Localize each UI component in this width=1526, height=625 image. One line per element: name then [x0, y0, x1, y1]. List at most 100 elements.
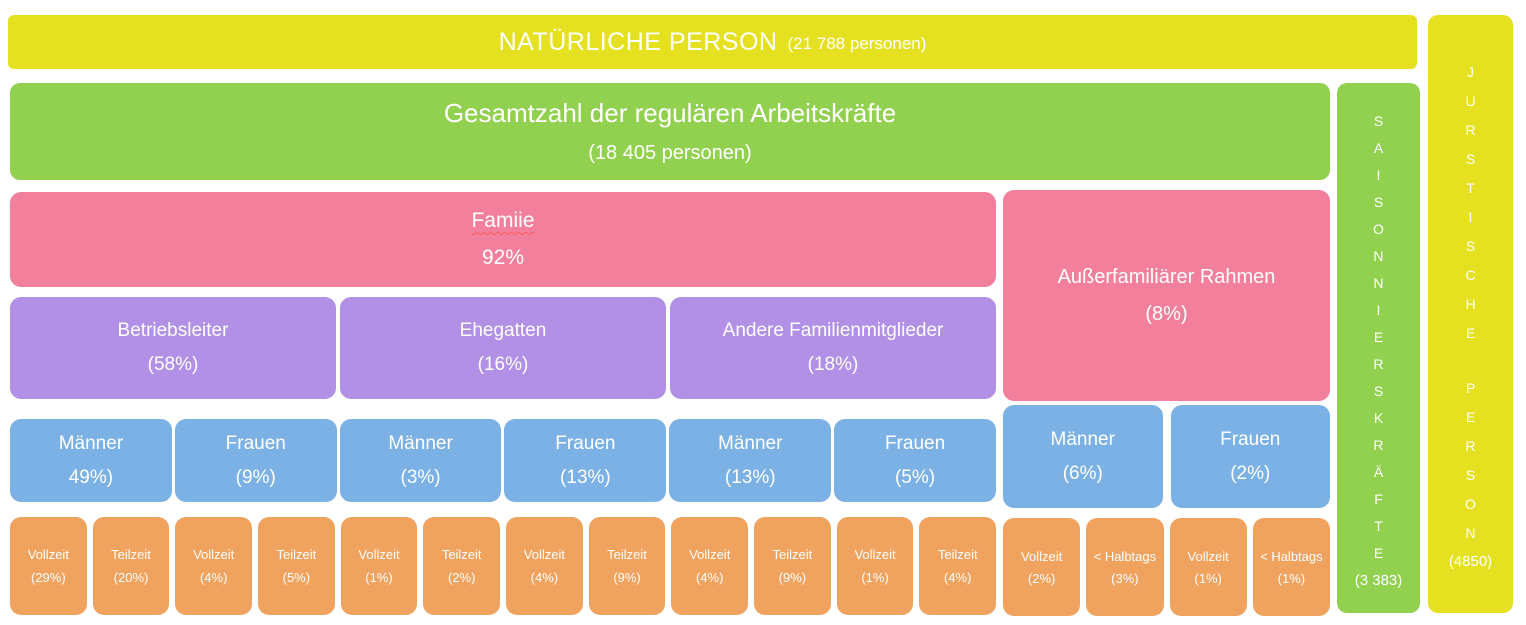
worktime-label: Vollzeit	[854, 547, 896, 562]
worktime-value: (29%)	[30, 570, 66, 585]
gender-label: Frauen	[884, 432, 946, 454]
worktime-value: (4%)	[695, 570, 724, 585]
worktime-value: (1%)	[1277, 570, 1306, 586]
gender-value: 49%)	[68, 466, 114, 488]
worktime-value: (20%)	[113, 570, 149, 585]
regular-workforce-count: (18 405 personen)	[588, 142, 752, 164]
worktime-label: Teilzeit	[937, 547, 978, 562]
gender-box: Männer 49%)	[10, 419, 172, 502]
category-value: (16%)	[477, 354, 529, 375]
gender-box: Frauen (2%)	[1170, 405, 1330, 508]
gender-value: (6%)	[1062, 462, 1103, 484]
seasonal-workers-label: S A I S O N N I E R S K R Ä F T E	[1373, 112, 1384, 561]
worktime-value: (5%)	[282, 570, 311, 585]
gender-box: Männer (13%)	[669, 419, 832, 502]
worktime-label: Teilzeit	[276, 547, 317, 562]
worktime-box: Vollzeit (2%)	[1003, 518, 1081, 616]
worktime-box: Vollzeit (4%)	[671, 517, 749, 615]
legal-person-word1: J U R S T I S C H E	[1465, 64, 1476, 341]
worktime-box: Vollzeit (1%)	[836, 517, 914, 615]
worktime-label: Vollzeit	[523, 547, 565, 562]
gender-value: (9%)	[235, 466, 276, 488]
gender-label: Männer	[58, 432, 124, 454]
category-label: Ehegatten	[459, 320, 547, 341]
worktime-box: Vollzeit (4%)	[175, 517, 253, 615]
worktime-label: < Halbtags	[1093, 548, 1157, 564]
natural-person-count: (21 788 personen)	[787, 33, 927, 53]
worktime-label: Teilzeit	[111, 547, 151, 562]
worktime-box: Teilzeit (5%)	[258, 517, 335, 615]
regular-workforce-bar: Gesamtzahl der regulären Arbeitskräfte (…	[10, 83, 1330, 180]
worktime-box: Vollzeit (29%)	[10, 517, 87, 615]
family-box: Famiie 92%	[10, 192, 996, 287]
worktime-value: (9%)	[613, 570, 641, 585]
gender-box: Frauen (13%)	[504, 419, 667, 502]
gender-value: (2%)	[1230, 462, 1271, 484]
gender-label: Männer	[718, 432, 783, 454]
gender-box: Frauen (5%)	[834, 419, 996, 502]
seasonal-workers-bar: S A I S O N N I E R S K R Ä F T E (3 383…	[1337, 83, 1420, 613]
worktime-box: Teilzeit (9%)	[588, 517, 666, 615]
category-value: (58%)	[147, 354, 199, 375]
worktime-box: < Halbtags (1%)	[1252, 518, 1330, 616]
legal-person-word2: P E R S O N	[1465, 380, 1476, 541]
nonfamily-column: Außerfamiliärer Rahmen (8%) Männer (6%) …	[1003, 180, 1330, 616]
gender-box: Männer (3%)	[339, 419, 502, 502]
family-worktime-row: Vollzeit (29%) Teilzeit (20%) Vollzeit (…	[10, 517, 997, 615]
worktime-label: Vollzeit	[1021, 548, 1063, 564]
natural-person-title: NATÜRLICHE PERSON	[498, 27, 778, 56]
worktime-value: (2%)	[447, 570, 476, 585]
legal-person-count: (4850)	[1448, 553, 1493, 570]
worktime-box: Vollzeit (1%)	[1169, 518, 1247, 616]
worktime-label: Vollzeit	[358, 547, 400, 562]
worktime-value: (4%)	[944, 570, 972, 585]
category-box-betriebsleiter: Betriebsleiter (58%)	[10, 297, 336, 399]
gender-label: Frauen	[225, 432, 286, 454]
natural-person-bar: NATÜRLICHE PERSON (21 788 personen)	[8, 15, 1417, 69]
worktime-value: (3%)	[1111, 570, 1139, 586]
worktime-value: (1%)	[365, 570, 393, 585]
gender-box: Männer (6%)	[1003, 405, 1163, 508]
family-value: 92%	[481, 246, 525, 269]
main-column: Gesamtzahl der regulären Arbeitskräfte (…	[10, 83, 1330, 616]
gender-box: Frauen (9%)	[174, 419, 337, 502]
family-label: Famiie	[471, 209, 535, 232]
worktime-label: Teilzeit	[441, 547, 482, 562]
worktime-label: Vollzeit	[1187, 548, 1229, 564]
gender-value: (13%)	[560, 466, 611, 488]
gender-value: (5%)	[894, 466, 936, 488]
category-box-andere-familienmitglieder: Andere Familienmitglieder (18%)	[670, 297, 996, 399]
nonfamily-gender-row: Männer (6%) Frauen (2%)	[1003, 405, 1330, 508]
gender-label: Männer	[1050, 428, 1115, 450]
category-label: Betriebsleiter	[117, 320, 229, 341]
gender-label: Frauen	[555, 432, 616, 454]
gender-label: Frauen	[1220, 428, 1281, 450]
worktime-value: (4%)	[199, 570, 228, 585]
worktime-box: Vollzeit (4%)	[506, 517, 583, 615]
nonfamily-value: (8%)	[1145, 302, 1188, 325]
family-column: Famiie 92% Betriebsleiter (58%) Ehegatte…	[10, 180, 997, 615]
worktime-value: (9%)	[778, 570, 807, 585]
seasonal-workers-count: (3 383)	[1354, 571, 1403, 589]
gender-label: Männer	[388, 432, 453, 454]
worktime-label: Vollzeit	[193, 547, 235, 562]
worktime-label: Vollzeit	[689, 547, 731, 562]
worktime-box: Teilzeit (9%)	[754, 517, 831, 615]
family-gender-row: Männer 49%) Frauen (9%) Männer (3%) Frau…	[10, 419, 996, 502]
worktime-value: (2%)	[1027, 570, 1056, 586]
worktime-label: Teilzeit	[607, 547, 647, 562]
worktime-box: < Halbtags (3%)	[1086, 518, 1164, 616]
worktime-box: Vollzeit (1%)	[340, 517, 418, 615]
worktime-value: (1%)	[1194, 570, 1222, 586]
gender-value: (3%)	[400, 466, 441, 488]
worktime-label: Vollzeit	[27, 547, 69, 562]
gender-value: (13%)	[724, 466, 776, 488]
worktime-value: (4%)	[530, 570, 559, 585]
worktime-box: Teilzeit (2%)	[423, 517, 501, 615]
nonfamily-worktime-row: Vollzeit (2%) < Halbtags (3%) Vollzeit (…	[1003, 518, 1330, 616]
worktime-box: Teilzeit (20%)	[92, 517, 170, 615]
category-box-ehegatten: Ehegatten (16%)	[340, 297, 666, 399]
family-nonfamily-split: Famiie 92% Betriebsleiter (58%) Ehegatte…	[10, 180, 1330, 616]
worktime-label: Teilzeit	[772, 547, 813, 562]
